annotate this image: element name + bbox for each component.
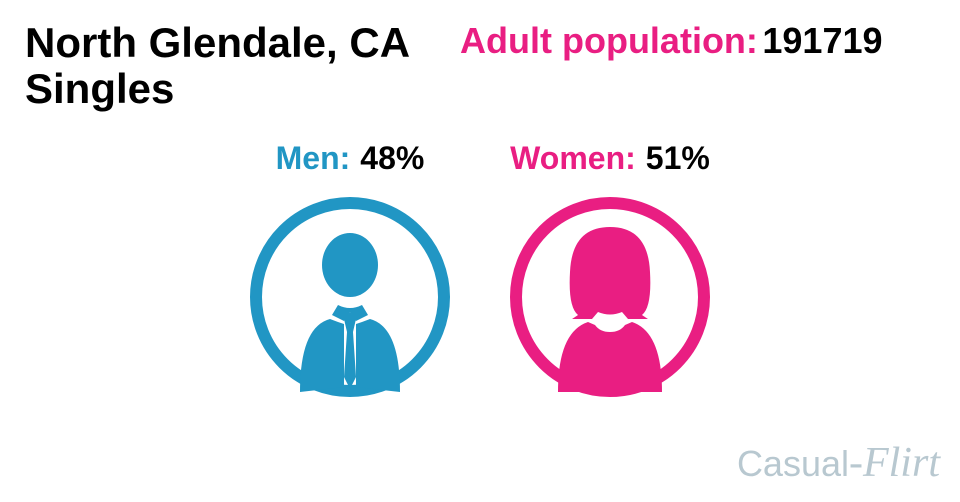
women-value: 51% [646, 140, 710, 177]
men-label: Men: [276, 140, 351, 177]
man-icon [250, 197, 450, 397]
men-stat-block: Men: 48% [250, 140, 450, 397]
watermark-suffix: -Flirt [849, 440, 940, 486]
header-right: Adult population: 191719 [460, 20, 883, 62]
population-value: 191719 [762, 20, 882, 61]
stats-row: Men: 48% Women: 51% [0, 140, 960, 397]
location-title: North Glendale, CA [25, 20, 410, 66]
men-value: 48% [360, 140, 424, 177]
women-label: Women: [510, 140, 636, 177]
watermark-prefix: Casual [737, 443, 849, 484]
woman-icon [510, 197, 710, 397]
women-stat-block: Women: 51% [510, 140, 710, 397]
watermark: Casual-Flirt [737, 439, 940, 487]
men-label-row: Men: 48% [276, 140, 425, 177]
population-label: Adult population: [460, 20, 758, 61]
subtitle: Singles [25, 66, 410, 112]
women-label-row: Women: 51% [510, 140, 710, 177]
header-left: North Glendale, CA Singles [25, 20, 410, 112]
